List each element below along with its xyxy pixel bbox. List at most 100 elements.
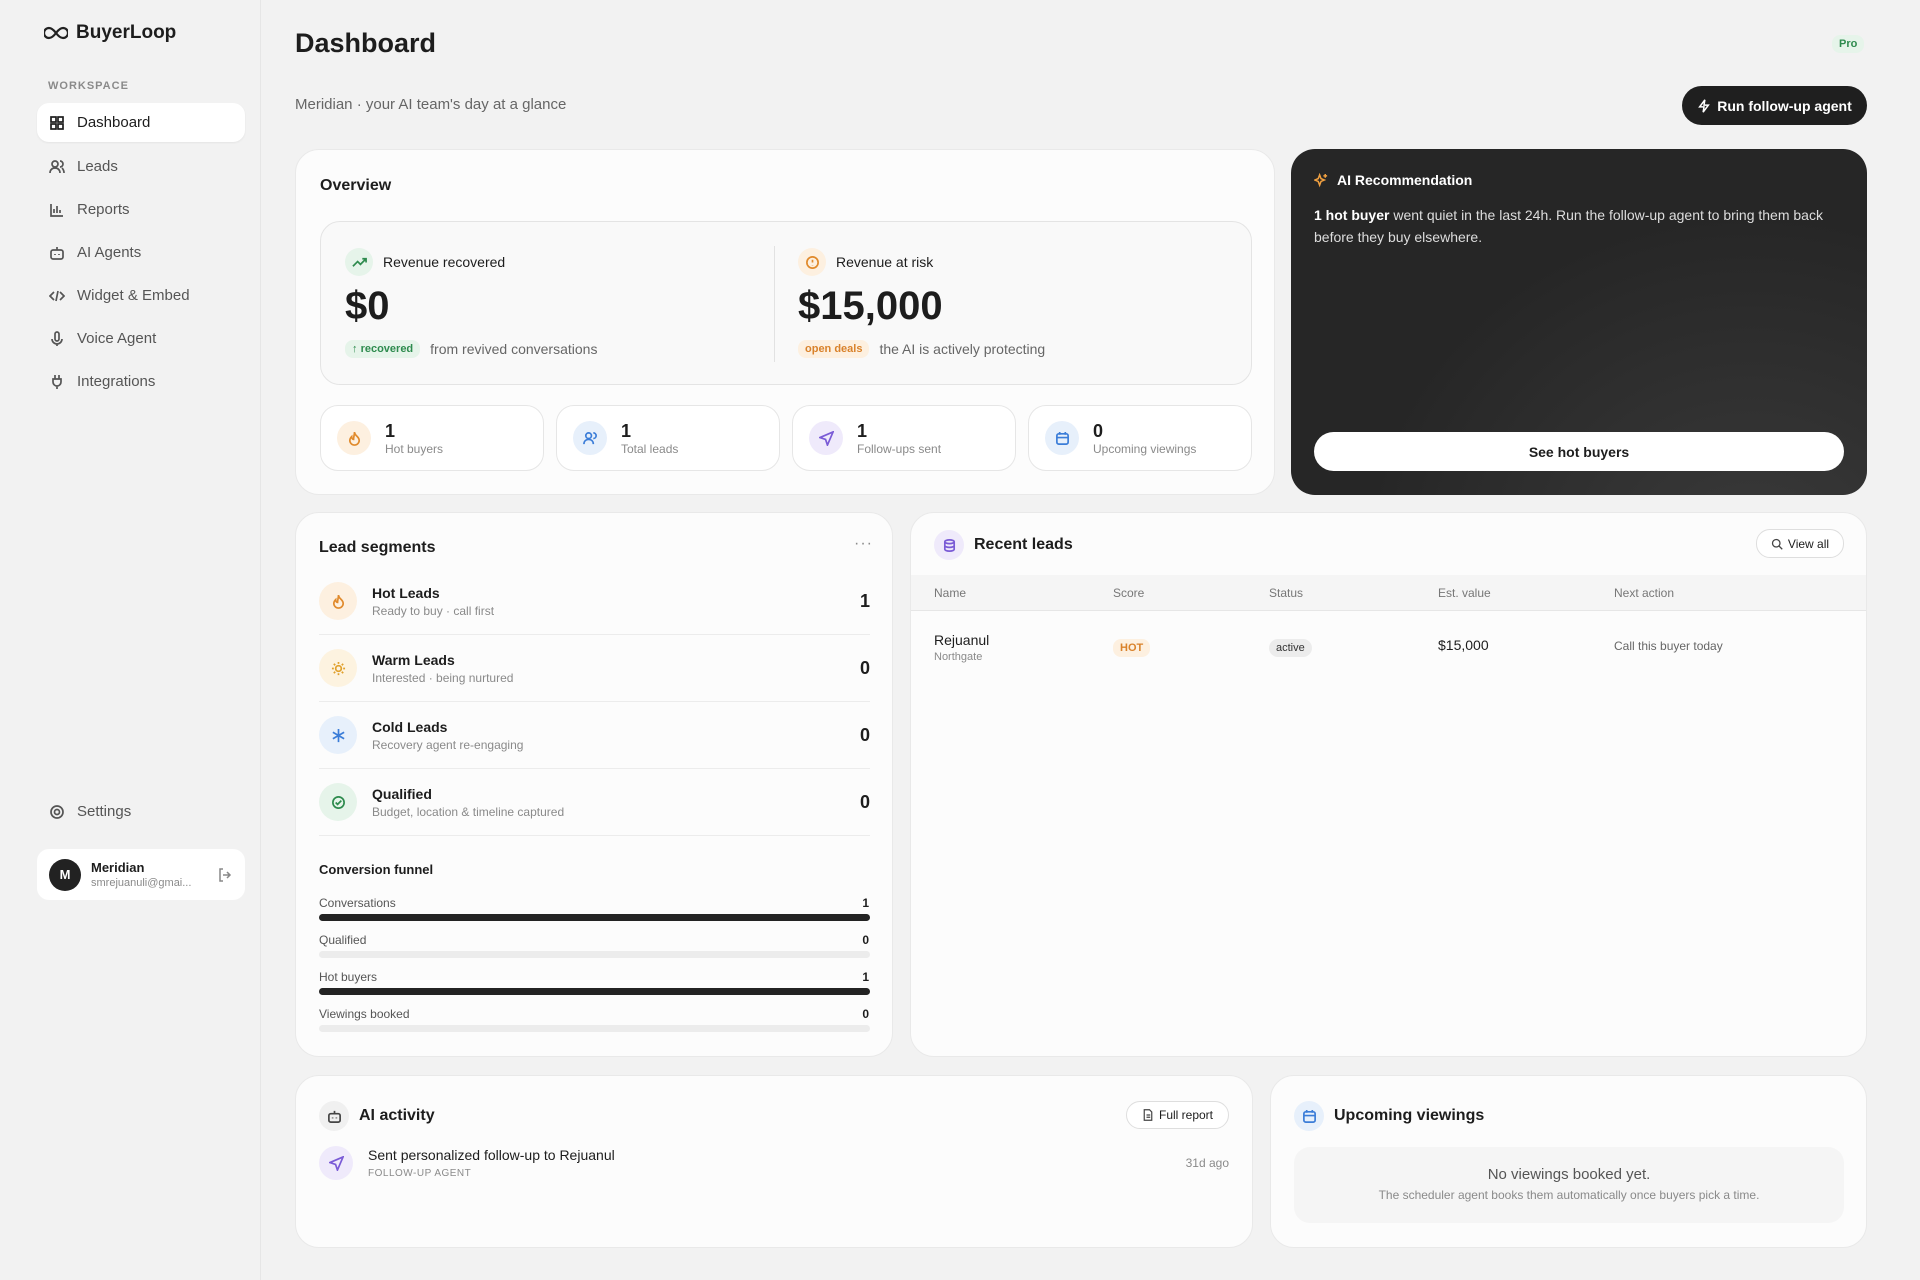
card-title: Lead segments [319, 539, 436, 556]
empty-state: No viewings booked yet. The scheduler ag… [1294, 1147, 1844, 1223]
full-report-button[interactable]: Full report [1126, 1101, 1229, 1129]
card-title: Overview [320, 177, 392, 194]
run-agent-button[interactable]: Run follow-up agent [1682, 86, 1867, 125]
stat-tile: 1 Total leads [556, 405, 780, 471]
logo-icon [44, 26, 68, 40]
nav-label: Leads [77, 158, 118, 175]
segment-icon [319, 582, 357, 620]
nav-item[interactable]: Reports [37, 190, 245, 229]
segment-desc: Recovery agent re-engaging [372, 737, 524, 752]
revenue-box: Revenue recovered $0 ↑ recovered from rev… [320, 221, 1252, 385]
nav-item[interactable]: AI Agents [37, 233, 245, 272]
segment-name: Warm Leads [372, 651, 455, 668]
stat-label: Upcoming viewings [1093, 441, 1197, 456]
segment-desc: Interested · being nurtured [372, 670, 514, 685]
revenue-label: Revenue recovered [345, 248, 505, 276]
user-email: smrejuanuli@gmai... [91, 877, 192, 889]
segment-count: 0 [859, 791, 870, 812]
more-button[interactable]: ··· [854, 535, 873, 552]
segment-row: Warm Leads Interested · being nurtured 0 [319, 635, 870, 702]
segment-name: Hot Leads [372, 584, 440, 601]
label: Revenue at risk [836, 254, 934, 270]
viewings-card: Upcoming viewings No viewings booked yet… [1270, 1075, 1867, 1248]
funnel-value: 1 [862, 970, 869, 984]
nav-label: Reports [77, 201, 130, 218]
funnel-label: Viewings booked [319, 1007, 410, 1021]
highlight: 1 hot buyer [1314, 207, 1390, 223]
tag: open deals [798, 340, 870, 358]
segment-desc: Ready to buy · call first [372, 603, 495, 618]
funnel-track [319, 951, 870, 958]
button-label: View all [1787, 536, 1830, 551]
funnel-title: Conversion funnel [319, 862, 434, 877]
activity-text: Sent personalized follow-up to Rejuanul [368, 1147, 615, 1163]
label: Revenue recovered [383, 254, 506, 270]
lead-value: $15,000 [1438, 637, 1489, 653]
segment-row: Cold Leads Recovery agent re-engaging 0 [319, 702, 870, 769]
tag: ↑ recovered [345, 340, 421, 358]
stat-label: Total leads [621, 441, 679, 456]
nav-item[interactable]: Voice Agent [37, 319, 245, 358]
stat-value: 1 [857, 420, 868, 441]
card-title: Recent leads [974, 536, 1073, 553]
plan-badge: Pro [1832, 35, 1865, 53]
note: from revived conversations [430, 341, 598, 357]
segment-icon [319, 783, 357, 821]
stat-tile: 1 Hot buyers [320, 405, 544, 471]
brand-name: BuyerLoop [76, 22, 177, 43]
stat-label: Follow-ups sent [857, 441, 942, 456]
nav-label: AI Agents [77, 244, 142, 261]
column-header: Next action [1614, 586, 1675, 600]
segment-desc: Budget, location & timeline captured [372, 804, 565, 819]
funnel-label: Hot buyers [319, 970, 378, 984]
funnel-value: 0 [862, 933, 869, 947]
funnel-label: Conversations [319, 896, 396, 910]
nav-label: Integrations [77, 373, 156, 390]
nav-label: Dashboard [77, 114, 151, 131]
funnel-track [319, 1025, 870, 1032]
card-title: AI activity [359, 1107, 435, 1124]
nav-item[interactable]: Dashboard [37, 103, 245, 142]
nav-item[interactable]: Leads [37, 147, 245, 186]
nav-item[interactable]: Integrations [37, 362, 245, 401]
funnel-bar [319, 914, 870, 921]
card-title: AI Recommendation [1337, 172, 1473, 188]
card-title: Upcoming viewings [1334, 1107, 1485, 1124]
segment-name: Cold Leads [372, 718, 448, 735]
user-card[interactable]: M Meridian smrejuanuli@gmai... [37, 849, 245, 900]
funnel-label: Qualified [319, 933, 367, 947]
sidebar: BuyerLoop WORKSPACE Dashboard Leads Repo… [0, 0, 261, 1280]
segment-text: Cold Leads Recovery agent re-engaging [372, 719, 860, 752]
segment-icon [319, 716, 357, 754]
see-hot-buyers-button[interactable]: See hot buyers [1314, 432, 1844, 471]
recommendation-card: AI Recommendation 1 hot buyer went quiet… [1291, 149, 1867, 495]
revenue-value: $15,000 [798, 284, 943, 328]
segment-name: Qualified [372, 785, 432, 802]
stat-tile: 1 Follow-ups sent [792, 405, 1016, 471]
segment-text: Qualified Budget, location & timeline cap… [372, 786, 860, 819]
lead-location: Northgate [934, 651, 983, 663]
nav-item[interactable]: Settings [37, 792, 245, 831]
button-label: Run follow-up agent [1717, 97, 1852, 114]
button-label: Full report [1158, 1108, 1214, 1122]
nav-label: Widget & Embed [77, 287, 190, 304]
tag-label: recovered [360, 343, 414, 355]
lead-status: active [1269, 639, 1312, 657]
activity-card: AI activity Full report Sent personalize… [295, 1075, 1253, 1248]
logout-icon[interactable] [217, 867, 233, 883]
stat-value: 1 [385, 420, 396, 441]
stat-value: 1 [621, 420, 632, 441]
brand: BuyerLoop [44, 22, 176, 44]
revenue-label: Revenue at risk [798, 248, 933, 276]
avatar: M [49, 858, 81, 891]
stat-value: 0 [1093, 420, 1104, 441]
segment-row: Qualified Budget, location & timeline cap… [319, 769, 870, 836]
view-all-button[interactable]: View all [1756, 529, 1844, 558]
recent-leads-card: Recent leads View all Name Score Status Est… [910, 512, 1867, 1057]
funnel-value: 0 [862, 1007, 869, 1021]
nav-label: Settings [77, 803, 132, 820]
nav-item[interactable]: Widget & Embed [37, 276, 245, 315]
column-header: Name [934, 586, 967, 600]
activity-icon [319, 1146, 353, 1180]
